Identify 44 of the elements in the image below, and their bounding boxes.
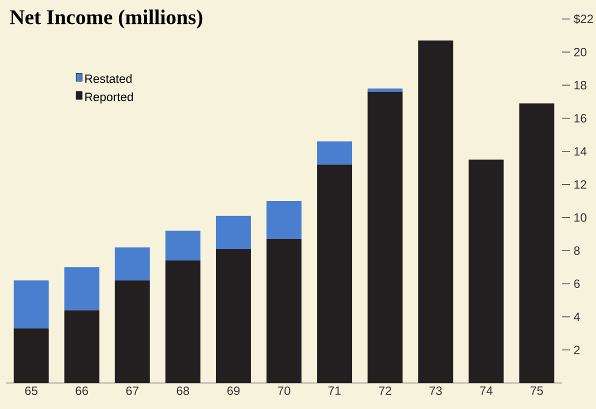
y-tick-label: 18 — [574, 80, 586, 90]
bar — [468, 160, 504, 383]
y-tick-label: 6 — [574, 279, 580, 288]
bar — [368, 88, 403, 92]
y-tick-label: $22 — [574, 14, 593, 24]
bar — [216, 248, 251, 383]
y-tick-label: 12 — [574, 180, 586, 189]
bar — [14, 280, 49, 328]
x-tick-label: 68 — [176, 386, 190, 396]
bar — [64, 310, 100, 383]
bar — [317, 164, 352, 383]
bar — [266, 201, 302, 240]
x-tick-label: 73 — [430, 386, 442, 396]
bar — [317, 141, 352, 165]
bar — [14, 328, 49, 383]
bar — [216, 216, 251, 249]
bar — [418, 40, 454, 383]
x-tick-label: 70 — [278, 386, 290, 396]
x-tick-label: 69 — [227, 386, 240, 396]
bar — [64, 267, 100, 310]
bar — [519, 103, 554, 383]
x-tick-label: 71 — [328, 386, 341, 395]
x-tick-label: 75 — [530, 386, 543, 395]
x-tick-label: 74 — [480, 386, 493, 395]
y-tick-label: 16 — [574, 114, 586, 123]
x-tick-label: 66 — [76, 386, 88, 396]
legend-label: Reported — [85, 92, 133, 104]
bar — [165, 230, 200, 261]
x-tick-label: 65 — [25, 386, 38, 396]
bar — [114, 247, 150, 280]
chart-title: Net Income (millions) — [10, 10, 202, 29]
x-tick-label: 72 — [379, 386, 392, 395]
y-tick-label: 8 — [574, 246, 580, 255]
y-tick-label: 20 — [574, 48, 586, 56]
bar — [266, 239, 302, 383]
bar — [368, 92, 403, 383]
legend-label: Restated — [85, 74, 132, 83]
bar — [165, 260, 200, 383]
y-tick-label: 14 — [574, 147, 587, 156]
x-tick-label: 67 — [126, 386, 138, 396]
y-tick-label: 10 — [574, 213, 586, 222]
y-tick-label: 2 — [574, 346, 580, 354]
bar — [114, 280, 150, 383]
y-tick-label: 4 — [574, 312, 580, 321]
